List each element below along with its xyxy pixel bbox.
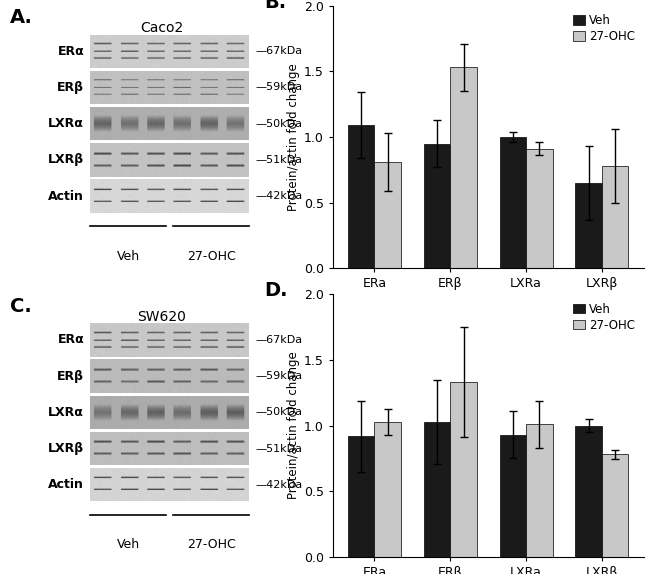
Bar: [450, 382, 476, 557]
Y-axis label: Protein/actin fold change: Protein/actin fold change: [287, 352, 300, 499]
Text: Veh: Veh: [116, 538, 140, 552]
Text: A.: A.: [10, 9, 32, 28]
Legend: Veh, 27-OHC: Veh, 27-OHC: [570, 300, 638, 334]
Text: D.: D.: [265, 281, 288, 300]
Legend: Veh, 27-OHC: Veh, 27-OHC: [570, 11, 638, 45]
Bar: [348, 125, 374, 268]
Text: B.: B.: [265, 0, 287, 11]
Bar: [575, 425, 602, 557]
Bar: [575, 183, 602, 268]
Text: —42kDa: —42kDa: [255, 191, 302, 201]
Text: Actin: Actin: [48, 189, 84, 203]
Text: C.: C.: [10, 297, 31, 316]
Bar: [499, 435, 526, 557]
Text: LXRβ: LXRβ: [48, 442, 84, 455]
Text: LXRα: LXRα: [48, 406, 84, 419]
Text: LXRβ: LXRβ: [48, 153, 84, 166]
Text: SW620: SW620: [137, 310, 187, 324]
Text: —51kDa: —51kDa: [255, 155, 302, 165]
Text: ERα: ERα: [57, 333, 84, 346]
Text: 27-OHC: 27-OHC: [187, 250, 235, 263]
Text: —59kDa: —59kDa: [255, 371, 302, 381]
Text: ERβ: ERβ: [57, 370, 84, 383]
Bar: [526, 149, 552, 268]
Text: —59kDa: —59kDa: [255, 83, 302, 92]
Text: —50kDa: —50kDa: [255, 119, 302, 129]
Y-axis label: Protein/actin fold change: Protein/actin fold change: [287, 63, 300, 211]
Bar: [424, 144, 450, 268]
Bar: [424, 422, 450, 557]
Bar: [348, 436, 374, 557]
Text: —67kDa: —67kDa: [255, 46, 302, 56]
Bar: [499, 137, 526, 268]
Text: 27-OHC: 27-OHC: [187, 538, 235, 552]
Text: LXRα: LXRα: [48, 117, 84, 130]
Text: Caco2: Caco2: [140, 21, 183, 36]
Bar: [374, 422, 401, 557]
Text: —67kDa: —67kDa: [255, 335, 302, 345]
Bar: [602, 455, 629, 557]
Text: —50kDa: —50kDa: [255, 408, 302, 417]
Text: ERβ: ERβ: [57, 81, 84, 94]
Bar: [526, 424, 552, 557]
Text: Veh: Veh: [116, 250, 140, 263]
Bar: [374, 162, 401, 268]
Text: Actin: Actin: [48, 478, 84, 491]
Bar: [602, 166, 629, 268]
Text: —51kDa: —51kDa: [255, 444, 302, 453]
Text: ERα: ERα: [57, 45, 84, 58]
Text: —42kDa: —42kDa: [255, 480, 302, 490]
Bar: [450, 67, 476, 268]
